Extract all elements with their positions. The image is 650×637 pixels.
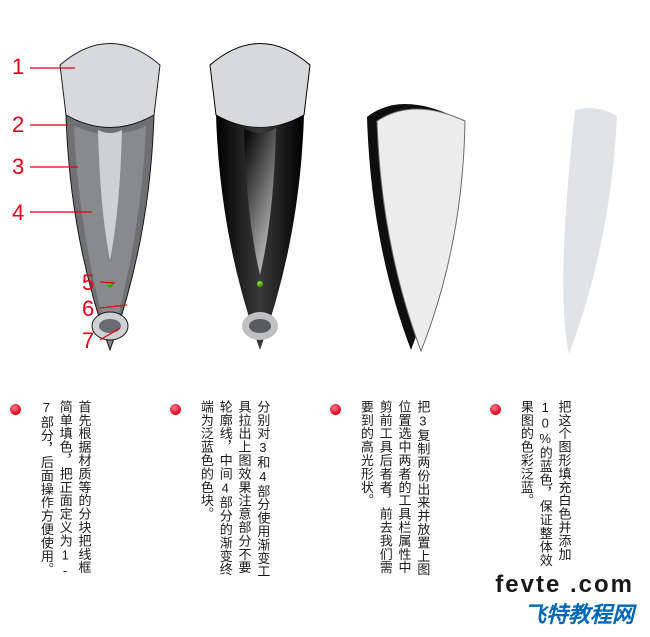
column-4: 把这个图形填充白色并添加10%的蓝色，保证整体效果图的色彩泛蓝。 <box>480 400 640 580</box>
column-1: 首先根据材质等的分块把线框简单填色，把正面定义为1-7部分，后面操作方便使用。 <box>0 400 160 580</box>
column-2: 分别对3和4部分使用渐变工具拉出上图效果注意部分不要轮廓线，中间4部分的渐变终端… <box>160 400 320 580</box>
shaver-flat <box>60 44 160 351</box>
bullet-icon <box>330 404 341 415</box>
column-text: 首先根据材质等的分块把线框简单填色，把正面定义为1-7部分，后面操作方便使用。 <box>36 400 93 580</box>
column-text: 把3复制两份出来并放置上图位置选中两者的工具栏属性中剪前工具后者者，前去我们需要… <box>356 400 431 580</box>
site-name: 飞特教程网 <box>524 597 634 629</box>
bullet-icon <box>170 404 181 415</box>
shaver-gradient <box>210 44 310 351</box>
part-label: 3 <box>12 154 24 180</box>
instruction-columns: 首先根据材质等的分块把线框简单填色，把正面定义为1-7部分，后面操作方便使用。 … <box>0 400 650 580</box>
part-label: 6 <box>82 296 94 322</box>
highlight-result <box>563 108 617 354</box>
part-label: 1 <box>12 54 24 80</box>
part-label: 7 <box>82 328 94 354</box>
column-text: 把这个图形填充白色并添加10%的蓝色，保证整体效果图的色彩泛蓝。 <box>516 400 573 580</box>
part-label: 4 <box>12 200 24 226</box>
watermark-text: fevte .com <box>495 571 634 599</box>
part-label: 5 <box>82 270 94 296</box>
highlight-source-shapes <box>367 104 465 351</box>
bullet-icon <box>10 404 21 415</box>
column-3: 把3复制两份出来并放置上图位置选中两者的工具栏属性中剪前工具后者者，前去我们需要… <box>320 400 480 580</box>
column-text: 分别对3和4部分使用渐变工具拉出上图效果注意部分不要轮廓线，中间4部分的渐变终端… <box>196 400 271 580</box>
bullet-icon <box>490 404 501 415</box>
part-label: 2 <box>12 112 24 138</box>
